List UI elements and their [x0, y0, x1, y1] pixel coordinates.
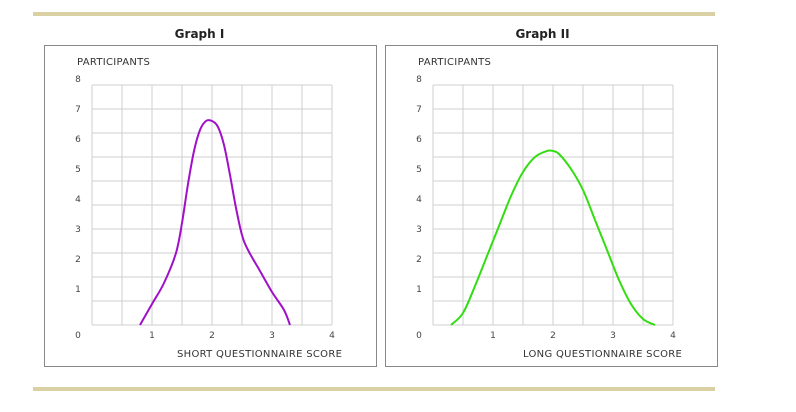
y-tick-label: 5 [75, 165, 81, 175]
graph-2-x-axis-label: LONG QUESTIONNAIRE SCORE [523, 349, 683, 360]
graph-2-series-line [450, 149, 656, 326]
y-tick-label: 3 [75, 225, 81, 235]
y-tick-label: 5 [416, 165, 422, 175]
graph-2-panel: PARTICIPANTS 1 2 3 4 5 6 7 8 0 1 2 3 4 LONG QUESTION… [385, 45, 718, 367]
y-tick-label: 2 [416, 255, 422, 265]
graph-1-x-axis-label: SHORT QUESTIONNAIRE SCORE [177, 349, 343, 360]
graph-1-grid [91, 84, 333, 326]
graph-1-y-axis-label: PARTICIPANTS [77, 57, 151, 68]
y-tick-label: 4 [75, 195, 81, 205]
bottom-divider [33, 387, 715, 391]
y-tick-label: 7 [75, 105, 81, 115]
x-tick-label: 4 [329, 331, 335, 341]
graph-2-title: Graph II [515, 27, 570, 41]
y-tick-label: 6 [416, 135, 422, 145]
x-tick-label: 3 [610, 331, 616, 341]
y-tick-label: 2 [75, 255, 81, 265]
y-tick-label: 1 [416, 285, 422, 295]
x-tick-label: 4 [670, 331, 676, 341]
x-tick-label: 1 [149, 331, 155, 341]
origin-tick-label: 0 [75, 331, 81, 341]
y-tick-label: 1 [75, 285, 81, 295]
y-tick-label: 8 [75, 75, 81, 85]
graph-1-plot: 1 2 3 4 5 6 7 8 0 1 2 3 4 [75, 75, 335, 341]
graph-1-series-line [139, 119, 291, 326]
x-tick-label: 2 [209, 331, 215, 341]
top-divider [33, 12, 715, 16]
y-tick-label: 3 [416, 225, 422, 235]
origin-tick-label: 0 [416, 331, 422, 341]
x-tick-label: 3 [269, 331, 275, 341]
y-tick-label: 6 [75, 135, 81, 145]
x-tick-label: 1 [490, 331, 496, 341]
graph-2-plot: 1 2 3 4 5 6 7 8 0 1 2 3 4 [416, 75, 676, 341]
y-tick-label: 4 [416, 195, 422, 205]
graph-1-panel: PARTICIPANTS 1 2 3 4 5 6 7 8 0 1 2 3 4 SHORT QUESTIO… [44, 45, 377, 367]
y-tick-label: 8 [416, 75, 422, 85]
x-tick-label: 2 [550, 331, 556, 341]
graph-1-title: Graph I [174, 27, 225, 41]
y-tick-label: 7 [416, 105, 422, 115]
graph-2-grid [432, 84, 674, 326]
graph-2-y-axis-label: PARTICIPANTS [418, 57, 492, 68]
